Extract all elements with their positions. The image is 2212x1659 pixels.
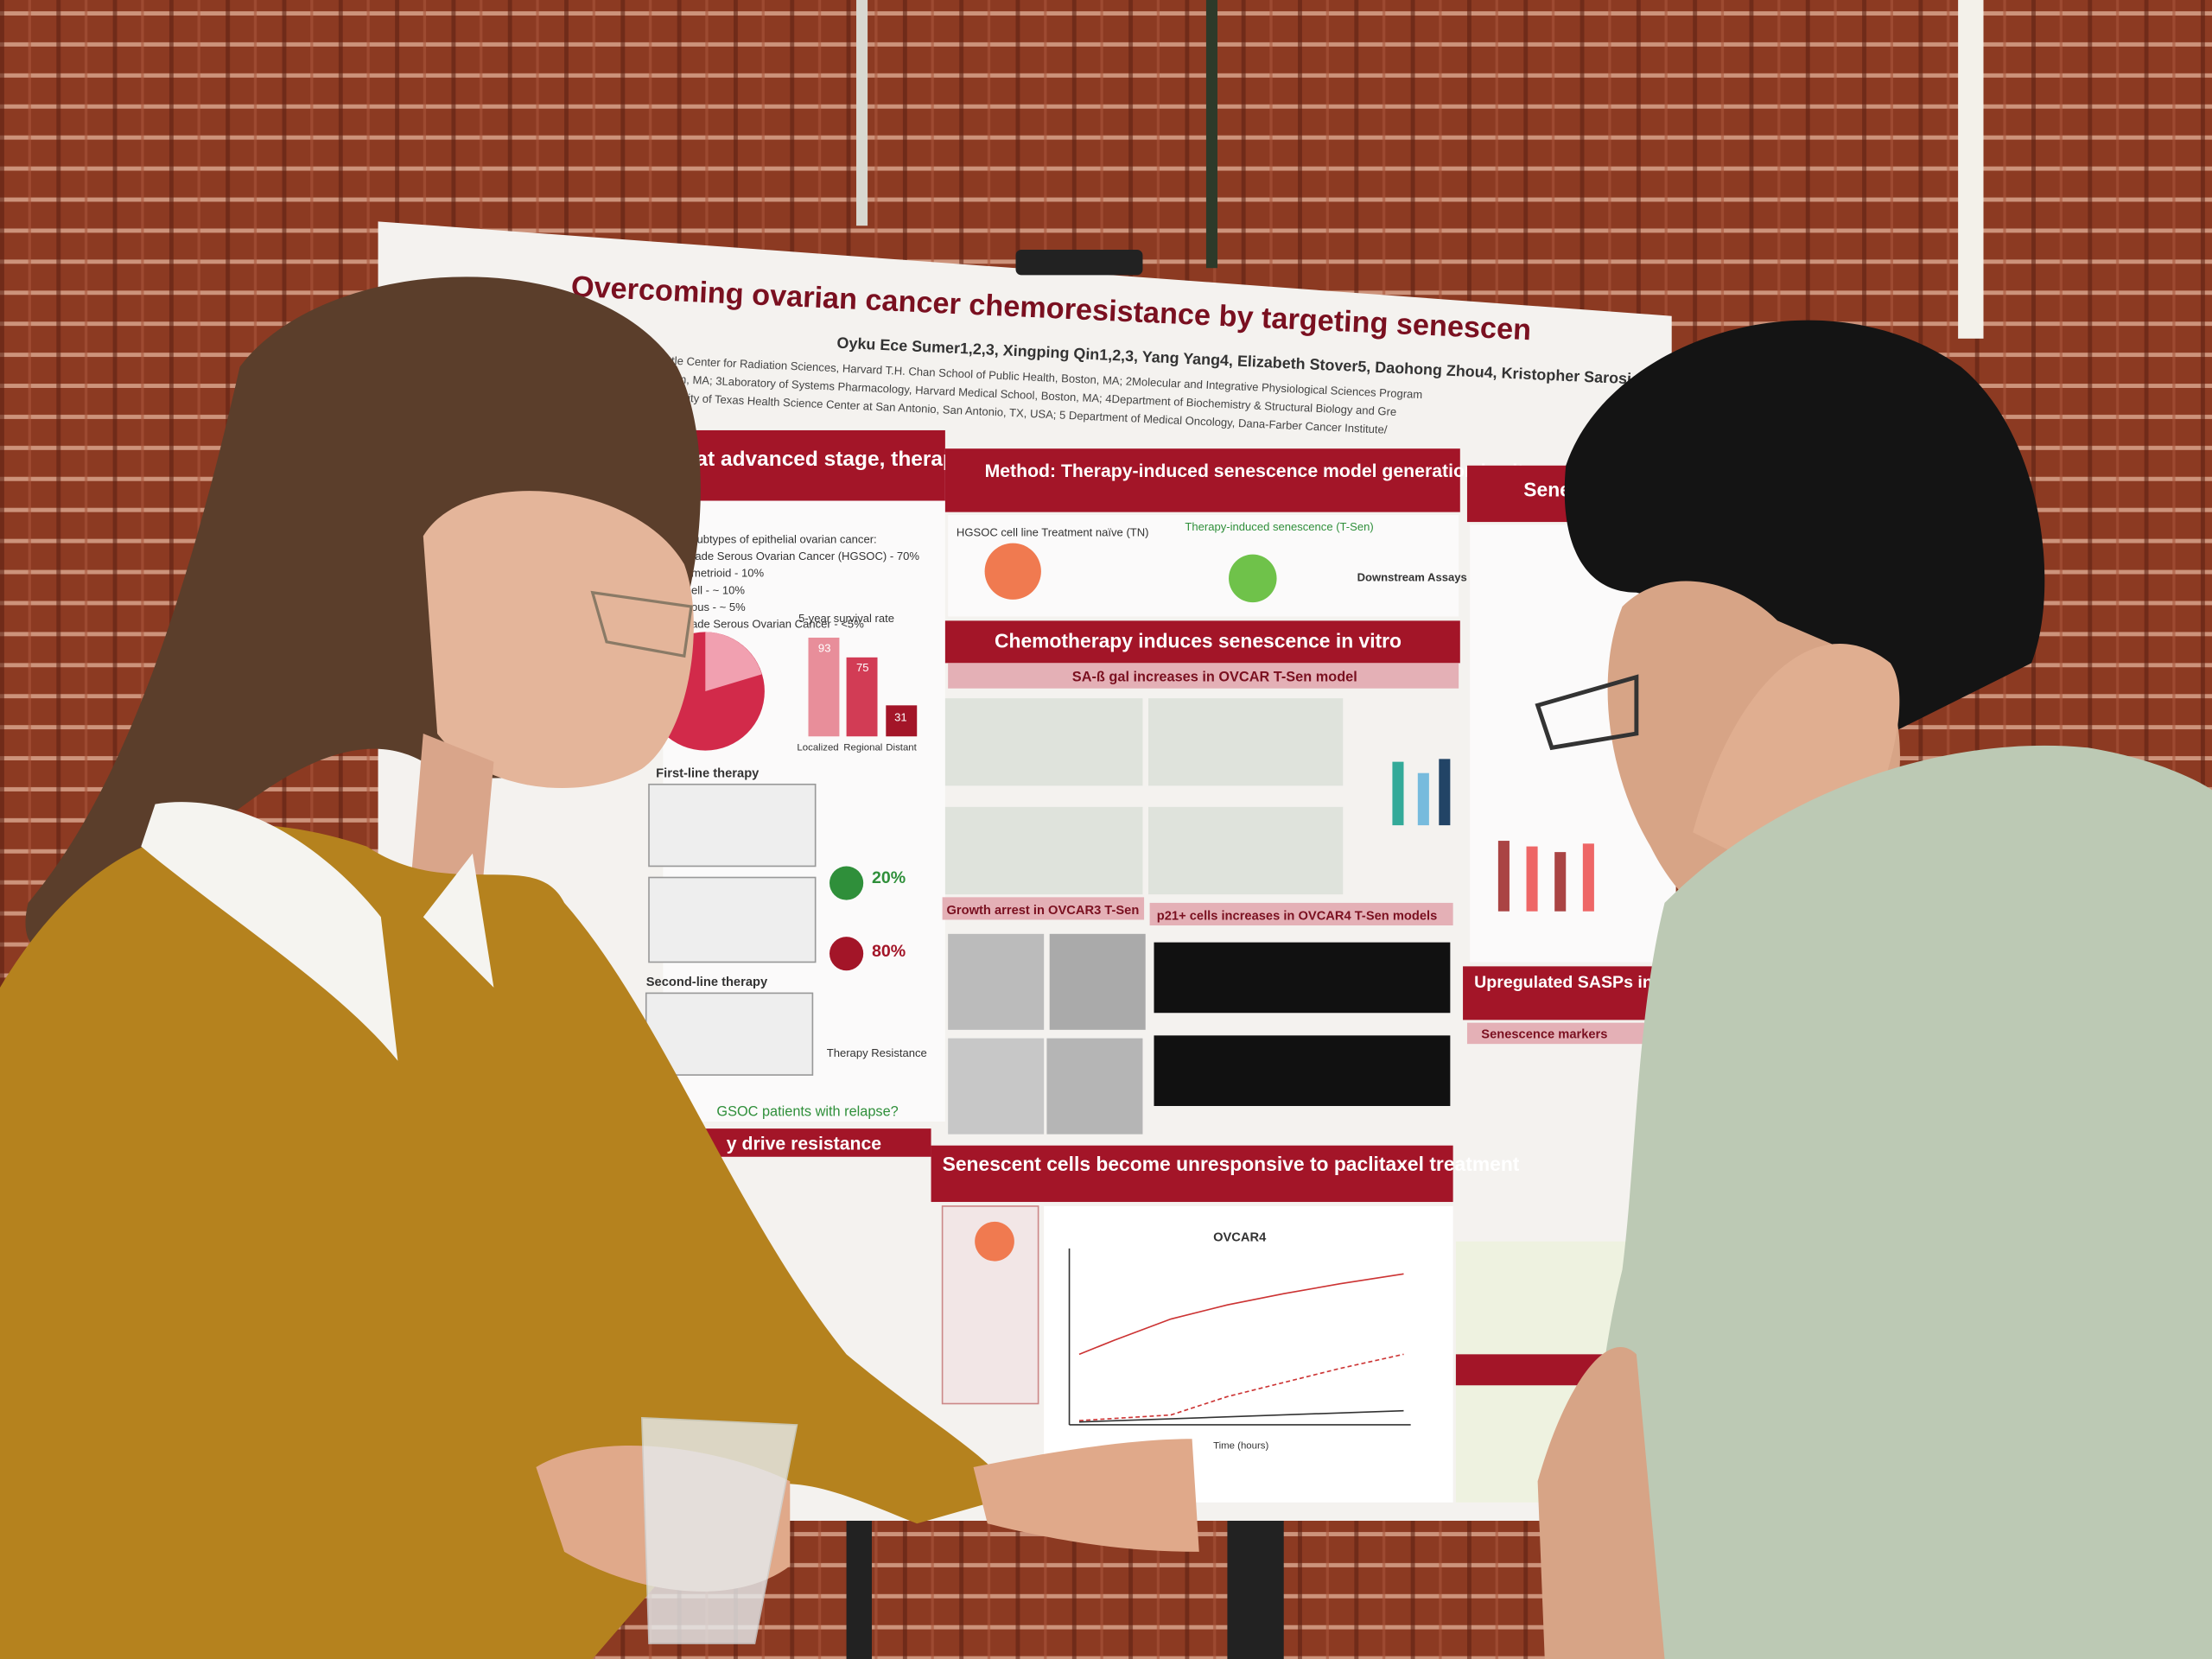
- bar: [846, 657, 878, 737]
- easel-leg: [1227, 1521, 1284, 1659]
- fluorescence-images: [1154, 942, 1451, 1014]
- micrograph: [944, 698, 1143, 786]
- bar-label: 93: [818, 641, 831, 654]
- hair: [1564, 320, 2045, 734]
- chart-bar: [1392, 761, 1404, 826]
- chart-bar: [1417, 772, 1429, 826]
- text-line: ous - ~ 5%: [691, 601, 746, 613]
- stat: 20%: [872, 868, 906, 887]
- sub-header: [948, 663, 1459, 689]
- series-line: [1078, 1353, 1404, 1421]
- series-line: [1078, 1409, 1404, 1423]
- section-heading: Method: Therapy-induced senescence model…: [985, 461, 1542, 481]
- series-line: [1078, 1273, 1404, 1356]
- easel-leg: [846, 1521, 872, 1659]
- section-heading: Chemotherapy induces senescence in vitro: [995, 629, 1402, 652]
- section-header: [663, 429, 945, 501]
- micrograph: [1046, 1038, 1143, 1135]
- wall-gap: [1958, 0, 1984, 339]
- t-shirt: [1592, 745, 2212, 1659]
- wall-gap: [1205, 0, 1217, 269]
- bar-label: 75: [856, 661, 869, 674]
- micrograph: [1147, 698, 1344, 786]
- cell-icon: [984, 543, 1041, 600]
- hair: [25, 276, 701, 953]
- cell-icon: [975, 1221, 1014, 1262]
- pie-slice: [705, 632, 762, 691]
- axis-label: Regional: [843, 743, 882, 753]
- glasses: [1535, 674, 1639, 751]
- arm: [1537, 1346, 1665, 1659]
- diagram-box: [645, 992, 814, 1076]
- poster-clip: [1015, 249, 1143, 276]
- collar: [141, 802, 494, 1061]
- chart-title: OVCAR4: [1213, 1231, 1267, 1245]
- section-header: [944, 620, 1460, 664]
- text-line: subtypes of epithelial ovarian cancer:: [691, 533, 877, 546]
- label: Therapy-induced senescence (T-Sen): [1185, 520, 1373, 533]
- micrograph: [948, 1038, 1045, 1135]
- bar: [886, 705, 918, 737]
- sub-header: [942, 897, 1145, 920]
- icon: [830, 937, 864, 971]
- axis-label: Localized: [797, 743, 838, 753]
- subheading: Second-line therapy: [646, 976, 768, 989]
- chart-bar: [1439, 759, 1451, 826]
- label: Therapy Resistance: [827, 1046, 927, 1059]
- chart-bar: [1554, 852, 1567, 912]
- text-line: ell - ~ 10%: [691, 583, 745, 596]
- diagram-box: [648, 783, 817, 868]
- bar: [808, 637, 840, 737]
- sub-header: [1149, 902, 1453, 926]
- section-heading: Senescent cells become unresponsive to p…: [943, 1153, 1520, 1175]
- subheading: SA-ß gal increases in OVCAR T-Sen model: [1072, 670, 1357, 685]
- sub-header: [1466, 1022, 1665, 1045]
- micrograph: [948, 933, 1045, 1030]
- section-header: [931, 1145, 1453, 1203]
- text-line: rade Serous Ovarian Cancer (HGSOC) - 70%: [691, 550, 919, 563]
- subheading: Growth arrest in OVCAR3 T-Sen: [947, 904, 1140, 918]
- glasses: [590, 590, 693, 658]
- stat: 80%: [872, 942, 906, 961]
- chart-bar: [1582, 843, 1594, 912]
- text-line: ade Serous Ovarian Cancer - <5%: [691, 618, 864, 631]
- section-header: [944, 448, 1460, 512]
- chart-label: 5-year survival rate: [798, 612, 894, 625]
- hand: [973, 1439, 1199, 1552]
- cell-icon: [1229, 554, 1277, 603]
- subheading: p21+ cells increases in OVCAR4 T-Sen mod…: [1157, 909, 1438, 923]
- label: HGSOC cell line Treatment naïve (TN): [957, 525, 1149, 538]
- question: GSOC patients with relapse?: [716, 1103, 898, 1119]
- micrograph: [944, 806, 1143, 895]
- subheading: Senescence markers: [1481, 1028, 1607, 1042]
- label: Downstream Assays: [1357, 571, 1467, 584]
- micrograph: [1147, 806, 1344, 895]
- wall-gap: [856, 0, 868, 226]
- axis-label: Time (hours): [1213, 1441, 1268, 1452]
- section-heading: y drive resistance: [727, 1135, 881, 1154]
- plastic-cup: [641, 1416, 798, 1644]
- axis-label: Distant: [886, 743, 917, 753]
- fluorescence-images: [1154, 1035, 1451, 1106]
- chart-bar: [1526, 846, 1538, 912]
- micrograph: [1049, 933, 1146, 1030]
- chart-bar: [1497, 841, 1510, 912]
- bar-label: 31: [894, 710, 907, 723]
- icon: [830, 866, 864, 900]
- subheading: First-line therapy: [656, 767, 760, 781]
- text-line: metrioid - 10%: [691, 567, 765, 580]
- face: [423, 491, 694, 789]
- diagram-box: [648, 876, 817, 963]
